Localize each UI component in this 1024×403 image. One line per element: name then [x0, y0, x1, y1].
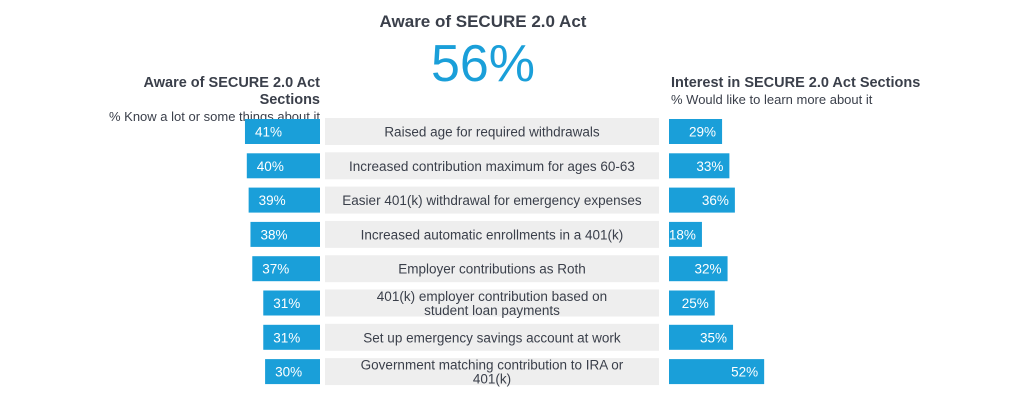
- interest-bar-label: 29%: [689, 125, 716, 140]
- aware-bar-label: 39%: [259, 193, 286, 208]
- interest-bar: [669, 324, 734, 350]
- interest-bar-label: 36%: [702, 193, 729, 208]
- left-panel-title: Aware of SECURE 2.0 Act Sections: [143, 75, 320, 108]
- category-label: Set up emergency savings account at work: [363, 330, 621, 345]
- interest-bar-label: 52%: [731, 365, 758, 380]
- category-label: 401(k): [473, 372, 511, 387]
- category-cell: [325, 186, 659, 214]
- right-panel-header: Interest in SECURE 2.0 Act Sections % Wo…: [671, 75, 971, 108]
- aware-bar: [263, 290, 320, 316]
- interest-bar-label: 25%: [682, 296, 709, 311]
- category-cell: [325, 358, 659, 386]
- category-label: Employer contributions as Roth: [398, 262, 586, 277]
- category-label: Increased contribution maximum for ages …: [349, 159, 635, 174]
- aware-bar: [244, 119, 320, 144]
- category-label: Government matching contribution to IRA …: [361, 358, 624, 373]
- aware-bar: [263, 324, 320, 350]
- interest-bar: [669, 221, 702, 247]
- interest-bar: [669, 187, 735, 213]
- category-label: Increased automatic enrollments in a 401…: [361, 227, 624, 242]
- interest-bar-label: 32%: [695, 262, 722, 277]
- aware-bar: [248, 187, 320, 213]
- aware-bar-label: 40%: [257, 159, 284, 174]
- category-cell: [325, 289, 659, 317]
- aware-bar-label: 41%: [255, 125, 282, 140]
- category-cell: [325, 118, 659, 145]
- aware-bar-label: 31%: [273, 296, 300, 311]
- headline-title: Aware of SECURE 2.0 Act: [379, 12, 587, 31]
- aware-bar: [265, 359, 320, 385]
- category-label: Easier 401(k) withdrawal for emergency e…: [342, 193, 642, 208]
- category-label: 401(k) employer contribution based on: [377, 289, 607, 304]
- headline-value: 56%: [430, 35, 536, 93]
- category-label: student loan payments: [424, 303, 560, 318]
- aware-bar: [252, 256, 320, 282]
- interest-bar: [669, 256, 728, 282]
- category-cell: [325, 255, 659, 283]
- category-label: Raised age for required withdrawals: [384, 125, 600, 140]
- category-cell: [325, 323, 659, 351]
- interest-bar-label: 33%: [696, 159, 723, 174]
- aware-bar-label: 38%: [260, 227, 287, 242]
- aware-bar-label: 37%: [262, 262, 289, 277]
- right-panel-title: Interest in SECURE 2.0 Act Sections: [671, 75, 921, 91]
- aware-bar: [250, 221, 320, 247]
- interest-bar-label: 18%: [669, 227, 696, 242]
- category-cell: [325, 220, 659, 248]
- aware-bar-label: 31%: [273, 330, 300, 345]
- category-cell: [325, 152, 659, 180]
- aware-bar-label: 30%: [275, 365, 302, 380]
- interest-bar: [669, 153, 730, 179]
- interest-bar-label: 35%: [700, 330, 727, 345]
- interest-bar: [669, 119, 723, 144]
- interest-bar: [669, 290, 715, 316]
- right-panel-subtitle: % Would like to learn more about it: [671, 92, 873, 107]
- interest-bar: [669, 359, 765, 385]
- aware-bar: [246, 153, 320, 179]
